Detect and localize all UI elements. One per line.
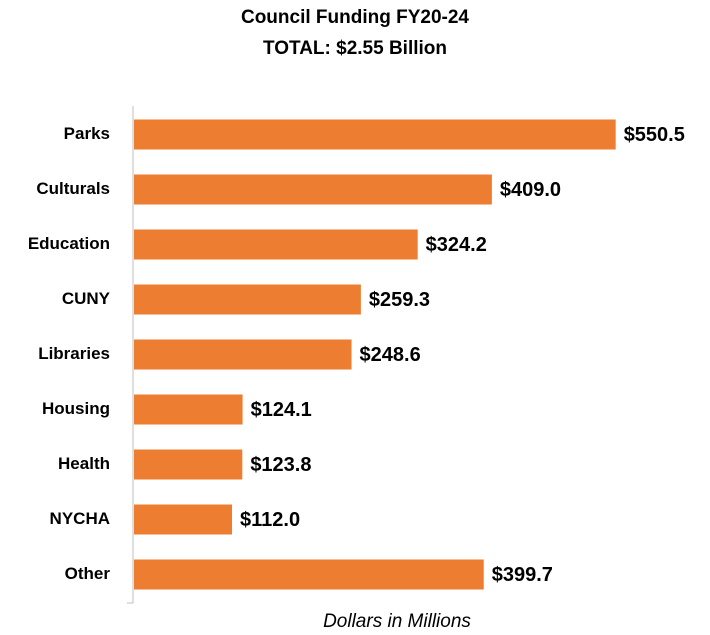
bar <box>134 559 484 590</box>
category-label: Parks <box>64 124 110 143</box>
value-label: $248.6 <box>360 344 421 366</box>
bar <box>134 339 352 370</box>
chart-title: Council Funding FY20-24 <box>241 7 469 28</box>
category-label: Culturals <box>36 179 110 198</box>
bar <box>134 449 243 480</box>
category-label: Housing <box>42 399 110 418</box>
value-label: $123.8 <box>250 454 311 476</box>
value-label: $259.3 <box>369 289 430 311</box>
value-label: $550.5 <box>624 124 685 146</box>
value-label: $124.1 <box>251 399 312 421</box>
value-label: $324.2 <box>426 234 487 256</box>
x-axis-label: Dollars in Millions <box>323 611 471 632</box>
value-label: $399.7 <box>492 564 553 586</box>
bar <box>134 284 361 315</box>
category-label: Other <box>65 564 111 583</box>
bar <box>134 394 243 425</box>
bar <box>134 504 232 535</box>
category-label: Libraries <box>38 344 110 363</box>
value-label: $112.0 <box>240 509 300 531</box>
chart-subtitle: TOTAL: $2.55 Billion <box>263 38 447 59</box>
bar <box>134 229 418 260</box>
value-label: $409.0 <box>500 179 561 201</box>
category-label: Education <box>28 234 110 253</box>
category-label: CUNY <box>62 289 111 308</box>
category-label: Health <box>58 454 110 473</box>
bar <box>134 174 492 205</box>
bar <box>134 119 616 150</box>
category-label: NYCHA <box>50 509 110 528</box>
